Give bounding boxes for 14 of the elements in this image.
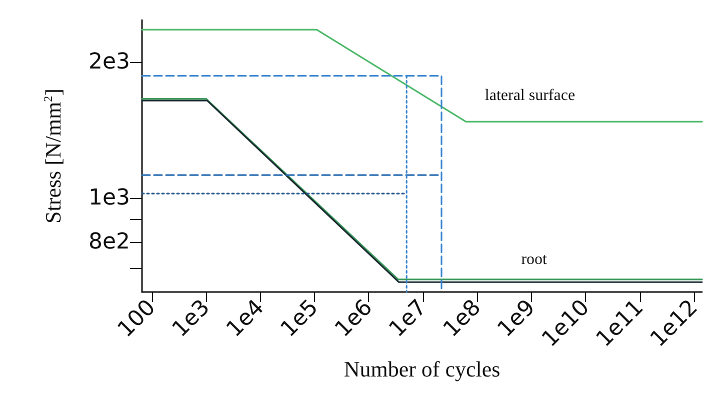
series-label: root <box>521 250 548 268</box>
y-axis-title: Stress [N/mm2] <box>40 88 66 224</box>
x-tick-label: 100 <box>113 295 161 343</box>
series-label: lateral surface <box>484 87 576 104</box>
y-tick-label: 1e3 <box>88 186 130 211</box>
x-tick-label: 1e8 <box>438 295 486 342</box>
x-tick-label: 1e3 <box>168 295 215 342</box>
y-tick-label: 8e2 <box>88 229 130 254</box>
x-tick-label: 1e5 <box>276 295 324 342</box>
y-tick-label: 2e3 <box>88 50 130 75</box>
x-tick-label: 1e9 <box>493 295 540 342</box>
x-tick-label: 1e6 <box>330 295 378 342</box>
x-axis-title: Number of cycles <box>344 356 500 382</box>
x-tick-label: 1e4 <box>222 295 270 342</box>
